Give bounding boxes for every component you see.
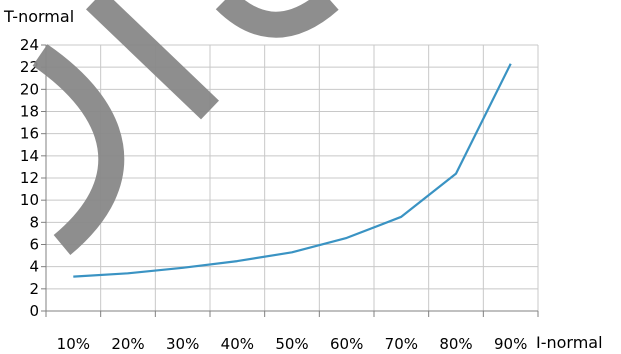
y-tick-label: 8	[29, 213, 39, 231]
y-tick-label: 4	[29, 258, 39, 276]
x-tick-label: 70%	[385, 335, 418, 353]
y-tick-label: 0	[29, 302, 39, 320]
y-tick-label: 2	[29, 280, 39, 298]
series-line	[73, 63, 512, 278]
x-tick-label: 30%	[166, 335, 199, 353]
x-tick-label: 20%	[111, 335, 144, 353]
y-tick-label: 12	[20, 169, 39, 187]
x-axis-title: I-normal	[536, 333, 603, 352]
y-tick-label: 6	[29, 236, 39, 254]
y-tick-label: 20	[20, 80, 39, 98]
y-tick-label: 14	[20, 147, 39, 165]
y-tick-label: 10	[20, 191, 39, 209]
y-tick-label: 22	[20, 58, 39, 76]
axes	[41, 44, 539, 317]
x-tick-label: 40%	[221, 335, 254, 353]
y-tick-label: 24	[20, 36, 39, 54]
x-tick-label: 10%	[57, 335, 90, 353]
x-tick-label: 90%	[494, 335, 527, 353]
x-tick-label: 60%	[330, 335, 363, 353]
y-tick-label: 18	[20, 103, 39, 121]
x-tick-labels: 10% 20% 30% 40% 50% 60% 70% 80% 90%	[57, 335, 528, 353]
y-axis-title: T-normal	[3, 7, 74, 26]
watermark	[32, 0, 339, 255]
x-tick-label: 80%	[439, 335, 472, 353]
y-tick-label: 16	[20, 125, 39, 143]
series-layer	[73, 63, 512, 278]
x-tick-label: 50%	[275, 335, 308, 353]
